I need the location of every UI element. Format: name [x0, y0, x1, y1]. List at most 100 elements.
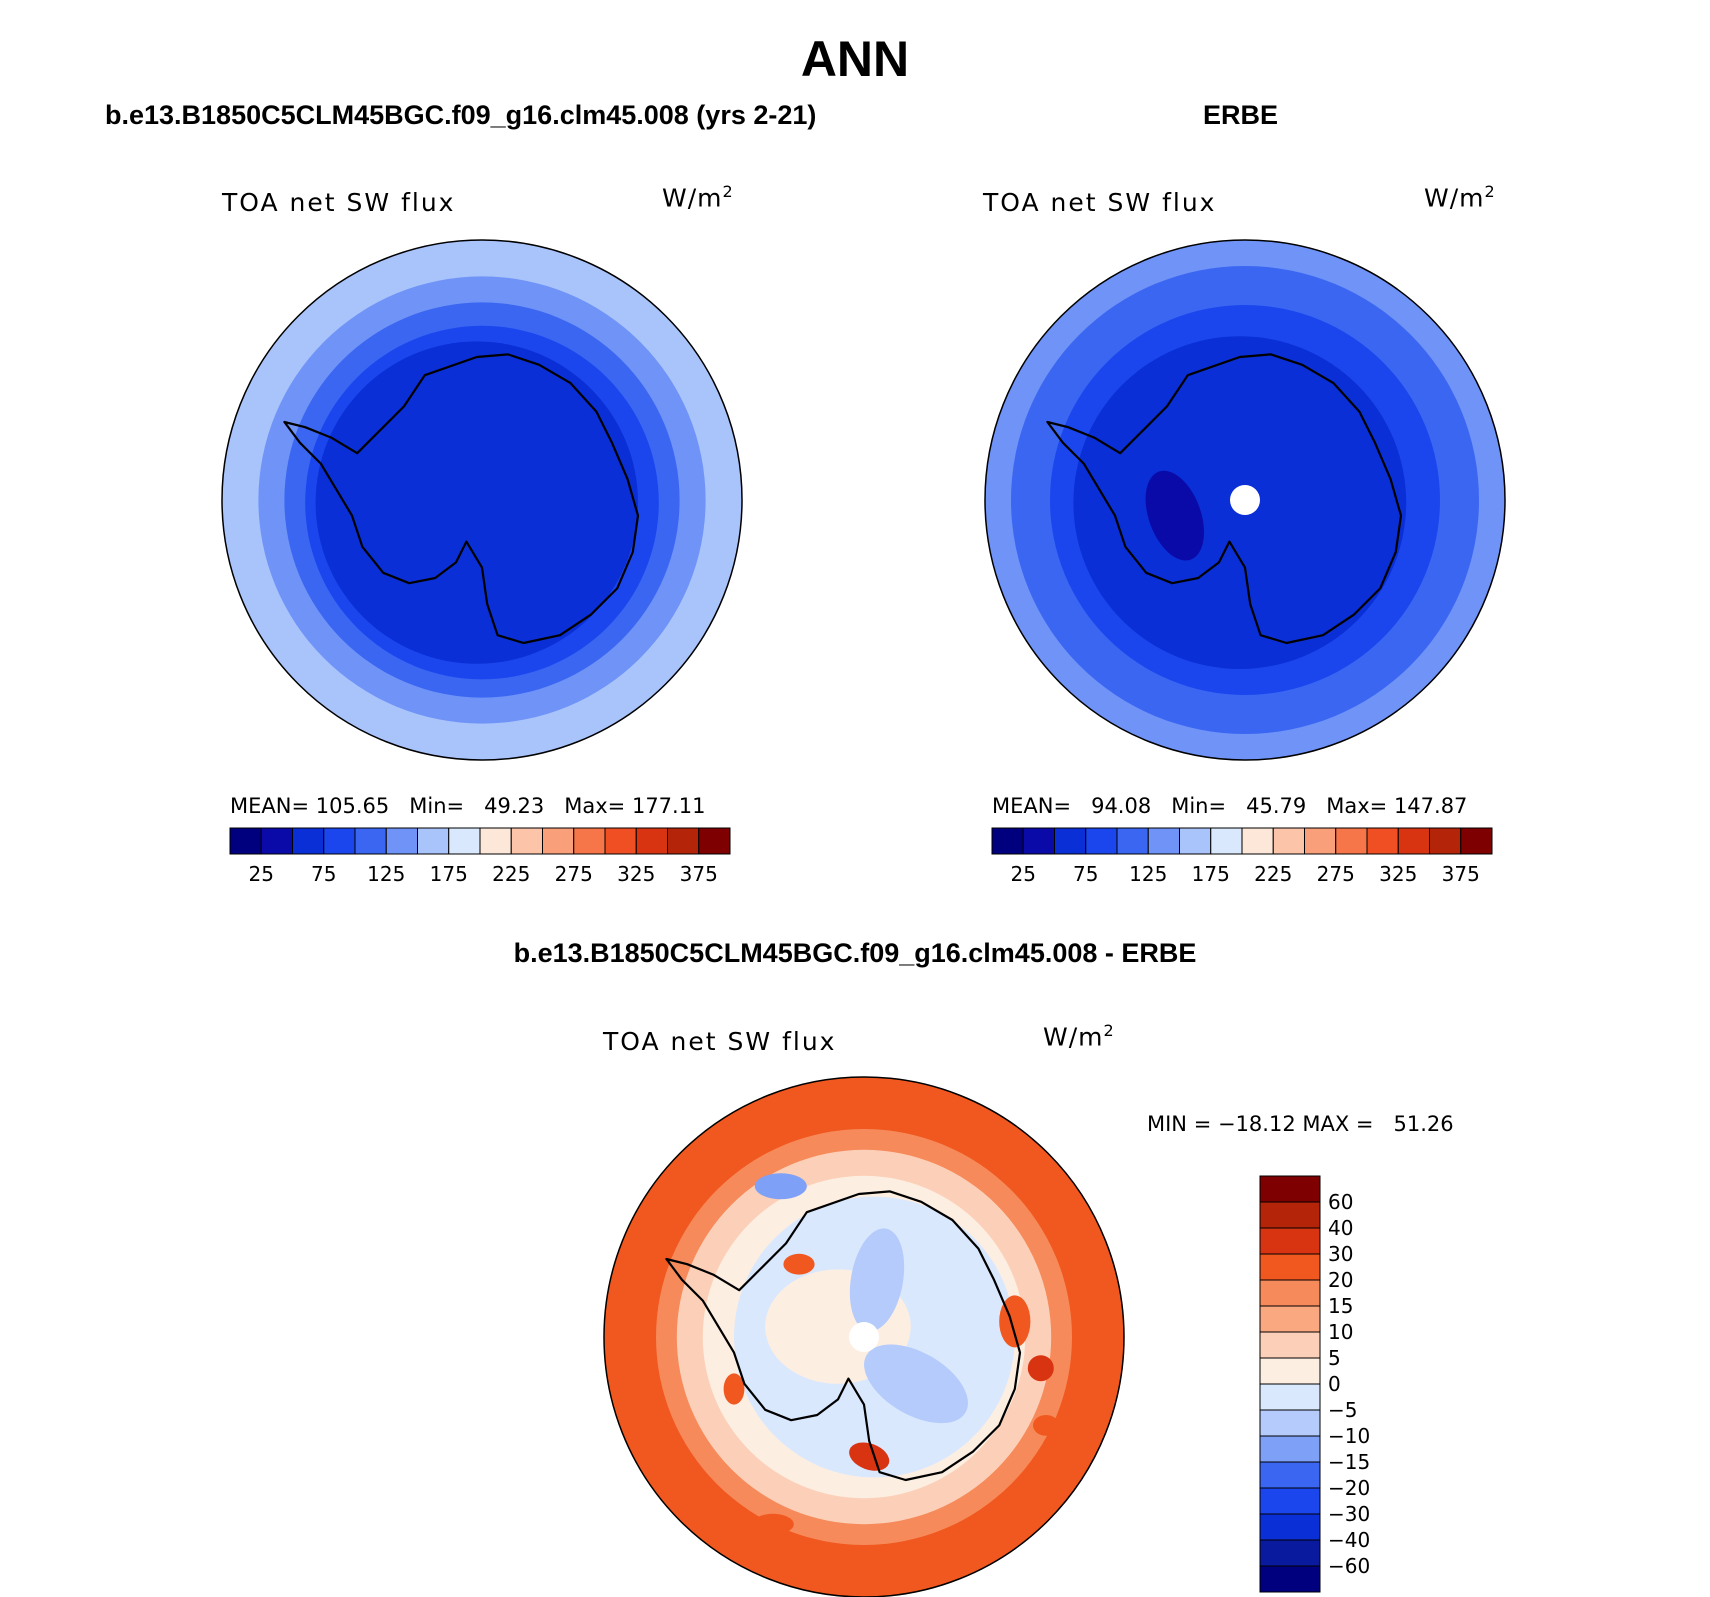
panel-1-stats: MEAN= 105.65 Min= 49.23 Max= 177.11 [230, 794, 706, 818]
ticks2-label: 75 [1073, 862, 1099, 886]
ticks1-label: 175 [429, 862, 468, 886]
diff-colorbar-swatch-10 [1259, 1435, 1321, 1463]
bar2-swatch-0 [991, 827, 1024, 855]
bar1-swatch-5 [385, 827, 418, 855]
bar1-swatch-6 [417, 827, 450, 855]
map3-anomaly-patch-11 [752, 1513, 794, 1535]
map1-map-border [221, 239, 743, 761]
diff-colorbar-swatch-3 [1259, 1253, 1321, 1281]
map3-anomaly-patch-9 [783, 1253, 815, 1275]
map2-map-border [984, 239, 1506, 761]
ticks2-label: 175 [1191, 862, 1230, 886]
diff-colorbar-swatch-6 [1259, 1331, 1321, 1359]
diff-colorbar-swatch-0 [1259, 1175, 1321, 1203]
bar1-swatch-13 [635, 827, 668, 855]
bar1-swatch-10 [542, 827, 575, 855]
ticks2-label: 25 [1010, 862, 1036, 886]
ticks1-label: 325 [617, 862, 656, 886]
diff-colorbar-swatch-1 [1259, 1201, 1321, 1229]
bar1-swatch-8 [479, 827, 512, 855]
diff-colorbar-tick-label: 30 [1328, 1242, 1354, 1266]
panel-2-colorbar [991, 827, 1493, 855]
map3-anomaly-patch-7 [1033, 1415, 1059, 1436]
map3-anomaly-patch-10 [683, 1465, 723, 1521]
panel-2-stats: MEAN= 94.08 Min= 45.79 Max= 147.87 [992, 794, 1468, 818]
diff-colorbar-tick-label: −20 [1328, 1476, 1371, 1500]
panel-1-colorbar [229, 827, 731, 855]
diff-colorbar-swatch-9 [1259, 1409, 1321, 1437]
diff-colorbar-tick-label: 0 [1328, 1372, 1341, 1396]
diff-colorbar-tick-label: 5 [1328, 1346, 1341, 1370]
ticks1-label: 275 [554, 862, 593, 886]
diff-colorbar-tick-label: −60 [1328, 1554, 1371, 1578]
diff-colorbar-swatch-8 [1259, 1383, 1321, 1411]
ticks1-label: 375 [679, 862, 718, 886]
panel-1-field-label: TOA net SW flux [222, 188, 456, 217]
diff-colorbar-swatch-15 [1259, 1565, 1321, 1593]
diff-colorbar-tick-label: 10 [1328, 1320, 1354, 1344]
diff-colorbar-swatch-7 [1259, 1357, 1321, 1385]
diff-colorbar-ticks: 60 40 30 20 15 10 5 0 −5 −10 −15 −20 −30 −40 −60 [1328, 1176, 1418, 1592]
diff-colorbar-swatch-12 [1259, 1487, 1321, 1515]
ticks1-label: 125 [367, 862, 406, 886]
bar2-swatch-9 [1272, 827, 1305, 855]
diff-colorbar-tick-label: 40 [1328, 1216, 1354, 1240]
panel-1-unit: W/m2 [662, 182, 734, 213]
map1-contour-band-4 [315, 341, 638, 664]
bar2-swatch-11 [1335, 827, 1368, 855]
diff-colorbar-tick-label: 20 [1328, 1268, 1354, 1292]
map2-anomaly-patch-0 [1145, 470, 1205, 561]
map2-coastline [1046, 353, 1403, 645]
ticks1-label: 225 [492, 862, 531, 886]
map3-anomaly-patch-8 [723, 1373, 745, 1405]
diff-colorbar-tick-label: −10 [1328, 1424, 1371, 1448]
panel-1-polar-map [221, 239, 743, 761]
bar2-swatch-10 [1304, 827, 1337, 855]
diff-colorbar-tick-label: −5 [1328, 1398, 1358, 1422]
bar1-swatch-4 [354, 827, 387, 855]
map3-map-border [603, 1076, 1125, 1597]
bar1-swatch-12 [604, 827, 637, 855]
bar2-swatch-13 [1397, 827, 1430, 855]
diff-colorbar-tick-label: −40 [1328, 1528, 1371, 1552]
bar1-swatch-3 [323, 827, 356, 855]
ticks2-label: 125 [1129, 862, 1168, 886]
bar2-swatch-5 [1147, 827, 1180, 855]
bar2-swatch-2 [1054, 827, 1087, 855]
diff-colorbar [1259, 1175, 1321, 1593]
diff-header: b.e13.B1850C5CLM45BGC.f09_g16.clm45.008 … [513, 938, 1197, 968]
bar2-swatch-3 [1085, 827, 1118, 855]
diff-colorbar-swatch-11 [1259, 1461, 1321, 1489]
diff-colorbar-tick-label: −15 [1328, 1450, 1371, 1474]
ticks2-label: 375 [1441, 862, 1480, 886]
bar2-swatch-15 [1460, 827, 1493, 855]
panel-1-header: b.e13.B1850C5CLM45BGC.f09_g16.clm45.008 … [105, 100, 817, 130]
panel-2-header: ERBE [1203, 100, 1279, 130]
bar2-swatch-12 [1366, 827, 1399, 855]
bar2-swatch-6 [1179, 827, 1212, 855]
diff-unit: W/m2 [1043, 1021, 1115, 1052]
panel-2-unit: W/m2 [1424, 182, 1496, 213]
diff-colorbar-swatch-14 [1259, 1539, 1321, 1567]
ticks2-label: 325 [1379, 862, 1418, 886]
map1-coastline [283, 353, 640, 645]
diff-colorbar-tick-label: 15 [1328, 1294, 1354, 1318]
map3-anomaly-patch-4 [849, 1442, 890, 1471]
map3-pole-missing-data [849, 1322, 879, 1352]
bar1-swatch-15 [698, 827, 731, 855]
diff-stats: MIN = −18.12 MAX = 51.26 [1147, 1112, 1454, 1136]
diff-colorbar-swatch-2 [1259, 1227, 1321, 1255]
ticks2-label: 225 [1254, 862, 1293, 886]
bar1-swatch-7 [448, 827, 481, 855]
bar2-swatch-14 [1429, 827, 1462, 855]
panel-1-colorbar-ticks: 25 75 125 175 225 275 325 375 [230, 862, 730, 890]
ticks2-label: 275 [1316, 862, 1355, 886]
diff-polar-map [603, 1076, 1125, 1597]
figure-title: ANN [800, 31, 910, 87]
panel-2-polar-map [984, 239, 1506, 761]
bar1-swatch-9 [510, 827, 543, 855]
diff-colorbar-tick-label: 60 [1328, 1190, 1354, 1214]
bar1-swatch-11 [573, 827, 606, 855]
map3-anomaly-patch-6 [1027, 1355, 1054, 1382]
bar1-swatch-0 [229, 827, 262, 855]
